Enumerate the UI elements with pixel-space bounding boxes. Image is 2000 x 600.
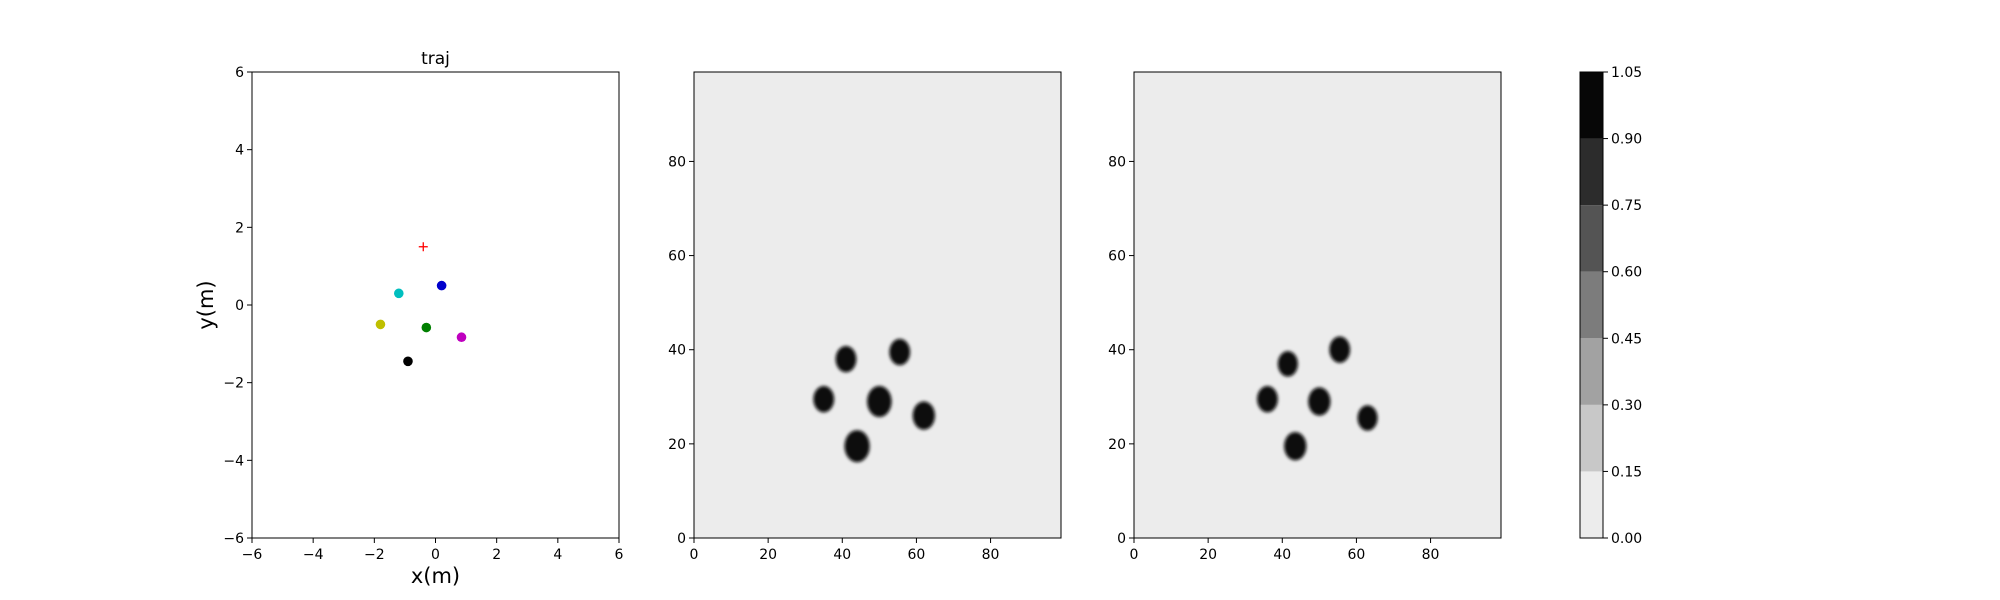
x-tick-label: −6 — [242, 547, 263, 563]
x-tick-label: 4 — [553, 547, 562, 563]
y-tick-label: 20 — [1108, 437, 1126, 453]
x-tick-label: 60 — [908, 547, 926, 563]
density-blob — [1357, 405, 1378, 431]
x-tick-label: 20 — [759, 547, 777, 563]
y-tick-label: 0 — [235, 298, 244, 314]
density-blob — [1308, 387, 1331, 416]
y-axis-label: y(m) — [194, 280, 218, 329]
colorbar-tick-label: 1.05 — [1611, 65, 1642, 81]
x-tick-label: 80 — [982, 547, 1000, 563]
colorbar-frame — [1579, 71, 1604, 539]
agent-point — [436, 280, 447, 291]
x-tick-label: 0 — [1130, 547, 1139, 563]
y-tick-label: 40 — [1108, 343, 1126, 359]
colorbar-tick-label: 0.00 — [1611, 531, 1642, 547]
density-blob — [1277, 351, 1298, 377]
colorbar-ticks: 0.00 0.15 0.30 0.45 0.60 0.75 0.90 1.05 — [1603, 65, 1642, 547]
x-tick-label: 60 — [1348, 547, 1366, 563]
x-axis-ticks: −6 −4 −2 0 2 4 6 — [242, 538, 624, 563]
y-tick-label: 4 — [235, 143, 244, 159]
colorbar-band — [1580, 404, 1603, 472]
colorbar-band — [1580, 471, 1603, 538]
map-background — [694, 72, 1061, 538]
density-blob — [912, 401, 935, 430]
x-tick-label: 40 — [1273, 547, 1291, 563]
colorbar-tick-label: 0.15 — [1611, 464, 1642, 480]
y-tick-label: −4 — [223, 453, 244, 469]
y-tick-label: 2 — [235, 220, 244, 236]
x-axis-ticks: 0 20 40 60 80 — [690, 538, 1000, 563]
density-blob — [1284, 432, 1307, 461]
density-blob — [867, 385, 892, 418]
y-axis-ticks: −6 −4 −2 0 2 4 6 — [223, 65, 252, 547]
colorbar-tick-label: 0.45 — [1611, 331, 1642, 347]
colorbar-band — [1580, 271, 1603, 339]
colorbar-band — [1580, 72, 1603, 139]
colorbar-tick-label: 0.90 — [1611, 132, 1642, 148]
plot-frame — [693, 71, 1062, 539]
blob-layer — [1257, 336, 1378, 461]
colorbar-bands — [1580, 72, 1603, 538]
agent-point — [375, 319, 386, 330]
x-tick-label: 0 — [431, 547, 440, 563]
y-tick-label: 40 — [668, 343, 686, 359]
density-blob — [835, 345, 857, 373]
y-axis-ticks: 0 20 40 60 80 — [1108, 154, 1134, 547]
y-tick-label: 20 — [668, 437, 686, 453]
colorbar-band — [1580, 205, 1603, 272]
density-blob — [813, 385, 835, 413]
colorbar-tick-label: 0.30 — [1611, 398, 1642, 414]
y-tick-label: 60 — [1108, 249, 1126, 265]
y-tick-label: 80 — [668, 154, 686, 170]
agent-point — [394, 288, 404, 299]
x-tick-label: 80 — [1422, 547, 1440, 563]
x-tick-label: 6 — [615, 547, 624, 563]
y-tick-label: −2 — [223, 376, 244, 392]
x-tick-label: −4 — [303, 547, 324, 563]
density-map-2: 0 20 40 60 80 0 20 40 60 80 — [1108, 71, 1502, 563]
agent-point — [421, 322, 432, 333]
map-background — [1134, 72, 1501, 538]
plot-frame — [1133, 71, 1502, 539]
y-tick-label: 0 — [1117, 531, 1126, 547]
x-tick-label: −2 — [364, 547, 385, 563]
x-tick-label: 0 — [690, 547, 699, 563]
x-tick-label: 40 — [833, 547, 851, 563]
density-blob — [889, 338, 911, 366]
agent-point — [403, 356, 413, 367]
colorbar-band — [1580, 138, 1603, 206]
x-axis-ticks: 0 20 40 60 80 — [1130, 538, 1440, 563]
y-tick-label: 80 — [1108, 154, 1126, 170]
y-tick-label: 60 — [668, 249, 686, 265]
y-tick-label: 6 — [235, 65, 244, 81]
density-blob — [1329, 336, 1351, 363]
x-tick-label: 2 — [492, 547, 501, 563]
plot-title: traj — [421, 49, 450, 69]
density-map-1: 0 20 40 60 80 0 20 40 60 80 — [668, 71, 1062, 563]
colorbar-tick-label: 0.60 — [1611, 265, 1642, 281]
trajectory-plot: traj −6 −4 −2 0 2 4 6 −6 −4 −2 0 2 4 6 x(m) y(m) — [194, 49, 624, 588]
density-blob — [844, 430, 870, 463]
x-tick-label: 20 — [1199, 547, 1217, 563]
x-axis-label: x(m) — [411, 564, 460, 588]
density-blob — [1257, 385, 1278, 413]
colorbar-band — [1580, 338, 1603, 405]
colorbar: 0.00 0.15 0.30 0.45 0.60 0.75 0.90 1.05 — [1579, 65, 1642, 547]
y-tick-label: −6 — [223, 531, 244, 547]
agent-point — [456, 332, 467, 343]
y-tick-label: 0 — [677, 531, 686, 547]
trajectory-markers — [375, 242, 467, 367]
blob-layer — [813, 338, 935, 463]
colorbar-tick-label: 0.75 — [1611, 198, 1642, 214]
y-axis-ticks: 0 20 40 60 80 — [668, 154, 694, 547]
plot-frame — [251, 71, 620, 539]
